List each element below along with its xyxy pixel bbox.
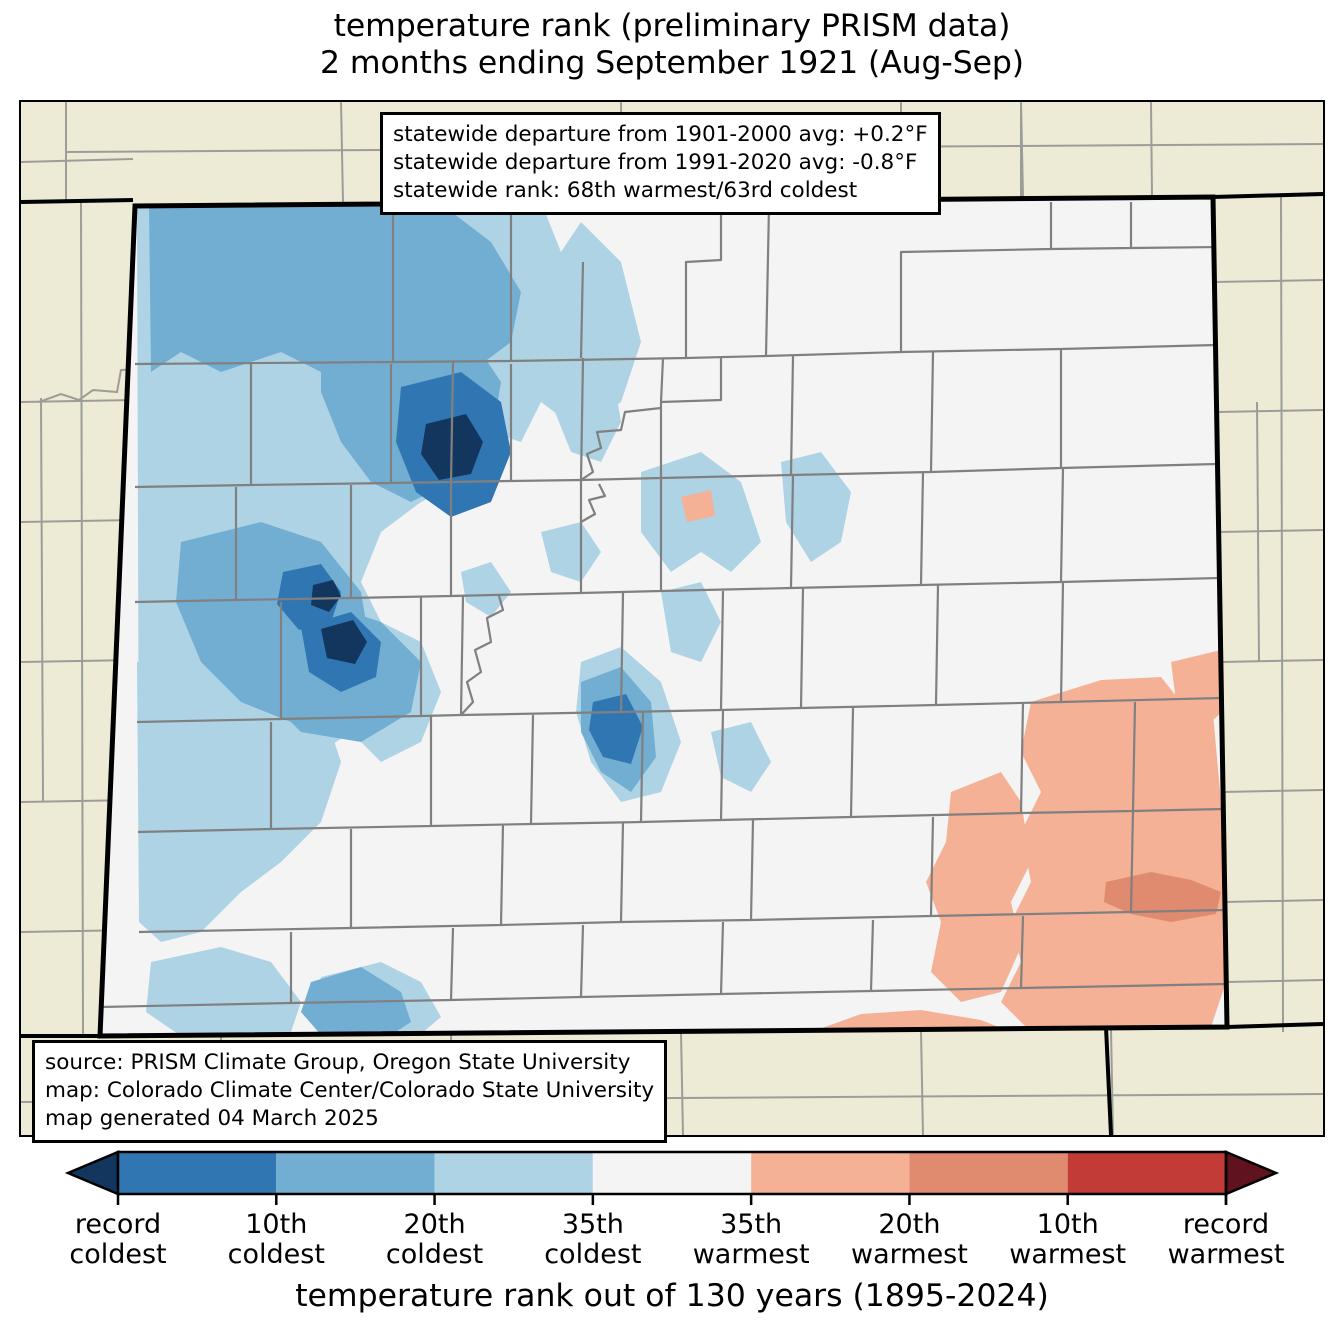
statewide-stats-box: statewide departure from 1901-2000 avg: …	[380, 112, 941, 215]
colorbar-label-3-line1: 35th	[561, 1209, 624, 1240]
colorbar-label-6: 10th warmest	[1009, 1209, 1127, 1271]
colorbar-bands	[64, 1150, 1280, 1196]
map-panel	[19, 100, 1325, 1137]
stats-line-2: statewide departure from 1991-2020 avg: …	[393, 149, 918, 175]
colorbar-label-1-line1: 10th	[245, 1209, 308, 1240]
colorbar-band-0	[118, 1152, 277, 1194]
colorbar-cap-record-warmest	[1224, 1150, 1280, 1196]
colorbar-label-6-line2: warmest	[1009, 1239, 1127, 1271]
colorbar-label-0-line2: coldest	[69, 1239, 167, 1271]
colorbar-label-4-line2: warmest	[692, 1239, 810, 1271]
colorbar-caption: temperature rank out of 130 years (1895-…	[295, 1278, 1049, 1314]
warm-anomaly-regions	[681, 490, 1227, 1036]
colorbar-label-2: 20th coldest	[385, 1209, 484, 1271]
colorbar-label-2-line2: coldest	[385, 1239, 484, 1271]
colorbar-label-7-line2: warmest	[1167, 1239, 1285, 1271]
colorbar-ticks	[116, 1194, 1228, 1205]
colorbar-band-2	[434, 1152, 593, 1194]
colorbar-label-4-line1: 35th	[720, 1209, 783, 1240]
stats-line-1: statewide departure from 1901-2000 avg: …	[393, 122, 928, 147]
colorbar-band-5	[909, 1152, 1068, 1194]
colorbar-label-3: 35th coldest	[544, 1209, 642, 1271]
title-line-1: temperature rank (preliminary PRISM data…	[333, 8, 1011, 44]
colorbar-band-1	[276, 1152, 435, 1194]
source-line-2: map: Colorado Climate Center/Colorado St…	[45, 1077, 655, 1103]
colorado-interior	[100, 197, 1227, 1036]
colorbar-label-5-line2: warmest	[851, 1239, 968, 1271]
colorbar-label-5-line1: 20th	[878, 1209, 941, 1240]
colorbar-label-6-line1: 10th	[1036, 1209, 1099, 1240]
colorado-county-lines	[100, 202, 1227, 1009]
colorbar-outline	[116, 1150, 1228, 1196]
colorbar	[0, 1148, 1344, 1206]
colorbar-label-5: 20th warmest	[851, 1209, 968, 1271]
colorbar-band-3	[592, 1152, 752, 1194]
colorbar-label-3-line2: coldest	[544, 1239, 642, 1271]
colorbar-label-1-line2: coldest	[227, 1239, 325, 1271]
title-line-2: 2 months ending September 1921 (Aug-Sep)	[320, 45, 1024, 82]
colorado-temperature-rank-map	[21, 102, 1323, 1135]
colorbar-label-4: 35th warmest	[692, 1209, 810, 1271]
colorbar-label-0-line1: record	[74, 1209, 162, 1240]
colorbar-svg	[64, 1150, 1280, 1205]
colorbar-cap-record-coldest	[64, 1150, 120, 1196]
source-line-3: map generated 04 March 2025	[45, 1105, 379, 1131]
colorbar-label-0: record coldest	[69, 1209, 167, 1271]
stats-line-3: statewide rank: 68th warmest/63rd coldes…	[393, 177, 858, 203]
colorbar-label-2-line1: 20th	[403, 1209, 466, 1240]
colorbar-tick-labels: record coldest 10th coldest 20th coldest 35th c…	[0, 1209, 1344, 1272]
colorbar-label-1: 10th coldest	[227, 1209, 325, 1271]
colorbar-band-4	[751, 1152, 910, 1194]
colorbar-band-6	[1067, 1152, 1226, 1194]
source-line-1: source: PRISM Climate Group, Oregon Stat…	[45, 1050, 631, 1075]
page-title: temperature rank (preliminary PRISM data…	[0, 8, 1344, 82]
colorbar-label-7-line1: record	[1182, 1209, 1270, 1240]
colorbar-label-7: record warmest	[1167, 1209, 1285, 1271]
source-credit-box: source: PRISM Climate Group, Oregon Stat…	[32, 1040, 668, 1143]
